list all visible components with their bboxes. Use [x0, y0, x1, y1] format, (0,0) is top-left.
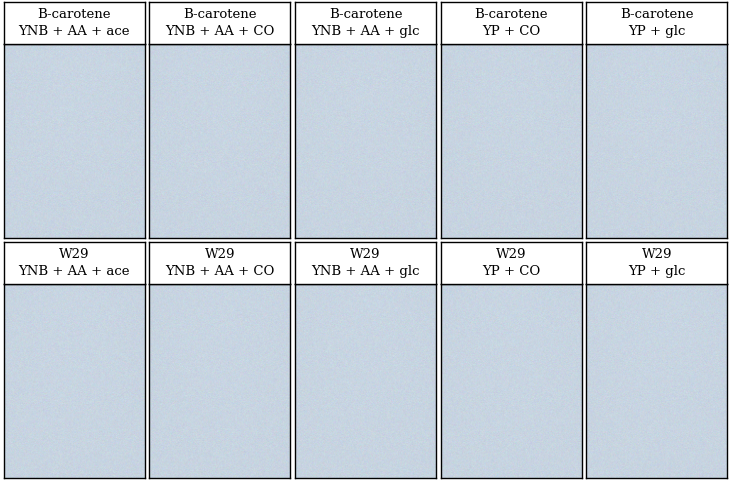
- Text: B-carotene
YP + glc: B-carotene YP + glc: [620, 8, 694, 38]
- Text: W29
YP + CO: W29 YP + CO: [482, 248, 540, 278]
- Text: B-carotene
YNB + AA + glc: B-carotene YNB + AA + glc: [311, 8, 420, 38]
- Text: W29
YP + glc: W29 YP + glc: [628, 248, 686, 278]
- Text: W29
YNB + AA + glc: W29 YNB + AA + glc: [311, 248, 420, 278]
- Text: W29
YNB + AA + ace: W29 YNB + AA + ace: [18, 248, 130, 278]
- Text: B-carotene
YNB + AA + ace: B-carotene YNB + AA + ace: [18, 8, 130, 38]
- Text: B-carotene
YP + CO: B-carotene YP + CO: [474, 8, 548, 38]
- Text: W29
YNB + AA + CO: W29 YNB + AA + CO: [165, 248, 275, 278]
- Text: B-carotene
YNB + AA + CO: B-carotene YNB + AA + CO: [165, 8, 275, 38]
